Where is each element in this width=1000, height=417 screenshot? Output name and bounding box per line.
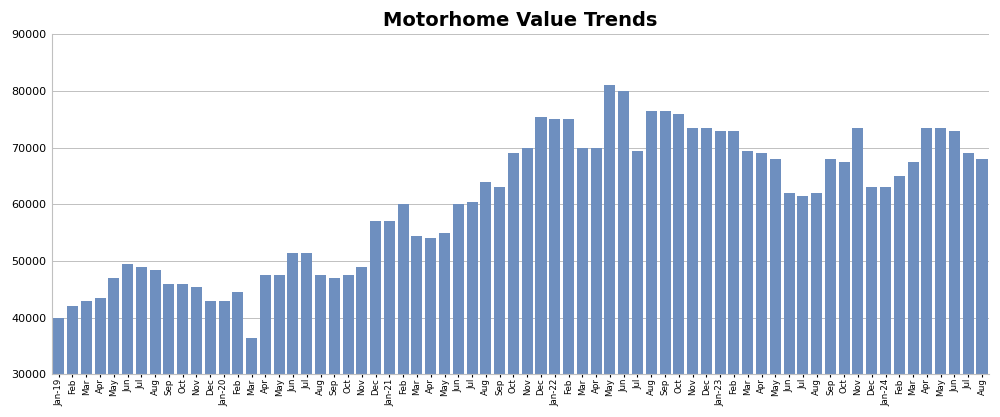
Bar bbox=[343, 275, 354, 417]
Bar bbox=[839, 162, 850, 417]
Bar bbox=[921, 128, 932, 417]
Bar bbox=[508, 153, 519, 417]
Bar bbox=[122, 264, 133, 417]
Bar bbox=[701, 128, 712, 417]
Bar bbox=[177, 284, 188, 417]
Bar bbox=[963, 153, 974, 417]
Bar bbox=[825, 159, 836, 417]
Bar bbox=[150, 269, 161, 417]
Bar bbox=[894, 176, 905, 417]
Bar bbox=[246, 337, 257, 417]
Bar bbox=[949, 131, 960, 417]
Bar bbox=[425, 239, 436, 417]
Bar bbox=[784, 193, 795, 417]
Bar bbox=[53, 318, 64, 417]
Bar bbox=[163, 284, 174, 417]
Bar bbox=[976, 159, 988, 417]
Bar bbox=[67, 306, 78, 417]
Bar bbox=[453, 204, 464, 417]
Bar bbox=[494, 187, 505, 417]
Bar bbox=[370, 221, 381, 417]
Bar bbox=[742, 151, 753, 417]
Bar bbox=[660, 111, 671, 417]
Bar bbox=[549, 119, 560, 417]
Bar bbox=[219, 301, 230, 417]
Bar bbox=[398, 204, 409, 417]
Bar bbox=[232, 292, 243, 417]
Bar bbox=[384, 221, 395, 417]
Bar bbox=[439, 233, 450, 417]
Bar bbox=[632, 151, 643, 417]
Bar bbox=[205, 301, 216, 417]
Bar bbox=[715, 131, 726, 417]
Bar bbox=[315, 275, 326, 417]
Bar bbox=[535, 117, 547, 417]
Bar bbox=[646, 111, 657, 417]
Bar bbox=[301, 253, 312, 417]
Bar bbox=[95, 298, 106, 417]
Bar bbox=[356, 267, 367, 417]
Bar bbox=[756, 153, 767, 417]
Bar bbox=[852, 128, 863, 417]
Bar bbox=[673, 114, 684, 417]
Bar bbox=[274, 275, 285, 417]
Bar bbox=[770, 159, 781, 417]
Bar bbox=[287, 253, 298, 417]
Bar bbox=[935, 128, 946, 417]
Bar bbox=[618, 91, 629, 417]
Bar bbox=[728, 131, 739, 417]
Bar bbox=[811, 193, 822, 417]
Bar bbox=[797, 196, 808, 417]
Bar bbox=[329, 278, 340, 417]
Bar bbox=[191, 286, 202, 417]
Bar bbox=[136, 267, 147, 417]
Bar bbox=[522, 148, 533, 417]
Bar bbox=[411, 236, 422, 417]
Bar bbox=[591, 148, 602, 417]
Bar bbox=[880, 187, 891, 417]
Title: Motorhome Value Trends: Motorhome Value Trends bbox=[383, 11, 658, 30]
Bar bbox=[467, 201, 478, 417]
Bar bbox=[604, 85, 615, 417]
Bar bbox=[563, 119, 574, 417]
Bar bbox=[480, 182, 491, 417]
Bar bbox=[866, 187, 877, 417]
Bar bbox=[577, 148, 588, 417]
Bar bbox=[260, 275, 271, 417]
Bar bbox=[81, 301, 92, 417]
Bar bbox=[687, 128, 698, 417]
Bar bbox=[108, 278, 119, 417]
Bar bbox=[908, 162, 919, 417]
